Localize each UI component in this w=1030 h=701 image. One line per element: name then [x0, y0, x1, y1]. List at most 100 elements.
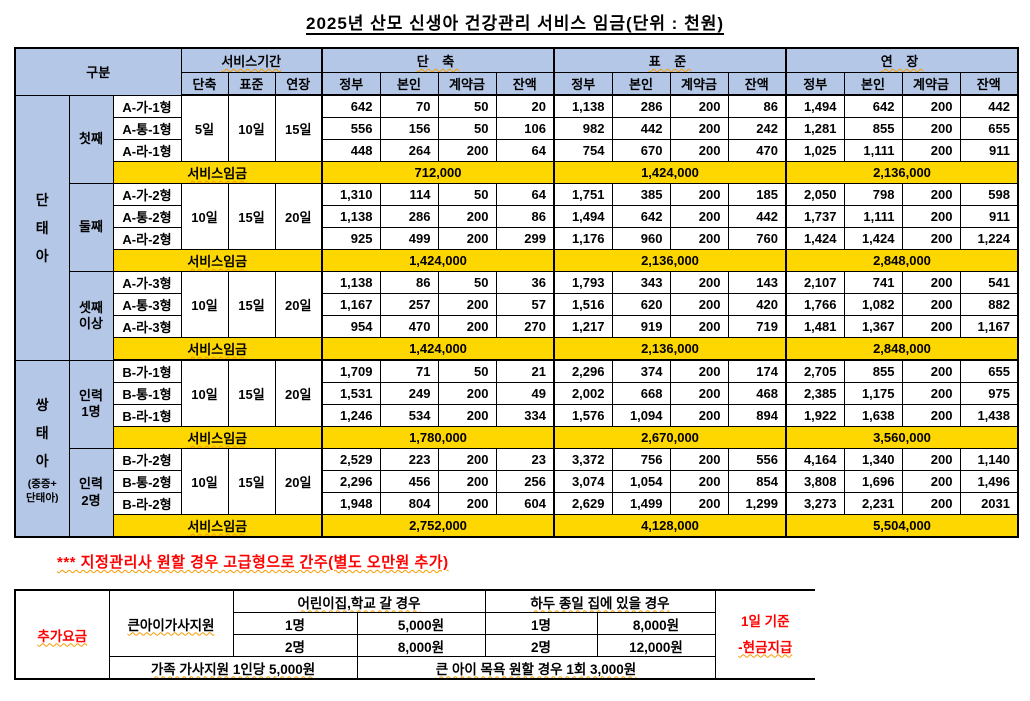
value-cell: 1,054 — [611, 470, 671, 493]
period-cell: 20일 — [274, 448, 323, 515]
value-cell: 200 — [901, 382, 961, 405]
subgroup-label: 첫째 — [68, 94, 114, 184]
value-cell: 3,074 — [553, 470, 613, 493]
value-cell: 3,273 — [785, 492, 845, 515]
type-cell: B-가-1형 — [112, 359, 182, 383]
value-cell: 21 — [495, 359, 555, 383]
value-cell: 1,246 — [321, 404, 381, 427]
service-wage-total: 2,136,000 — [785, 161, 1019, 184]
value-cell: 200 — [437, 382, 497, 405]
value-cell: 1,281 — [785, 117, 845, 140]
value-cell: 719 — [727, 315, 787, 338]
value-cell: 385 — [611, 183, 671, 206]
service-wage-total: 712,000 — [321, 161, 555, 184]
service-wage-row: 서비스임금 2,752,000 4,128,000 5,504,000 — [15, 514, 1019, 538]
subgroup-label: 셋째 이상 — [68, 271, 114, 361]
value-cell: 86 — [727, 94, 787, 118]
value-cell: 1,175 — [843, 382, 903, 405]
table-row: A-통-2형 1,138 286 200 86 1,494 642 200 442 1,737 1,… — [15, 205, 1019, 228]
value-cell: 1,709 — [321, 359, 381, 383]
value-cell: 200 — [437, 205, 497, 228]
value-cell: 960 — [611, 227, 671, 250]
value-cell: 975 — [959, 382, 1019, 405]
value-cell: 556 — [321, 117, 381, 140]
value-cell: 1,481 — [785, 315, 845, 338]
value-cell: 1,138 — [553, 94, 613, 118]
value-cell: 668 — [611, 382, 671, 405]
value-cell: 855 — [843, 117, 903, 140]
value-cell: 642 — [611, 205, 671, 228]
value-cell: 1,340 — [843, 448, 903, 471]
value-cell: 3,372 — [553, 448, 613, 471]
value-cell: 86 — [379, 271, 439, 294]
subgroup-label: 인력 2명 — [68, 448, 114, 538]
table-row: A-라-3형 954 470 200 270 1,217 919 200 719 1,481 1,3… — [15, 315, 1019, 338]
value-cell: 143 — [727, 271, 787, 294]
value-cell: 286 — [611, 94, 671, 118]
big-kid-support-label: 큰아이가사지원 — [108, 589, 234, 657]
type-cell: A-가-2형 — [112, 183, 182, 206]
value-cell: 50 — [437, 117, 497, 140]
service-wage-total: 2,136,000 — [553, 337, 787, 361]
table-row: 둘째 A-가-2형 10일 15일 20일 1,310 114 50 64 1,751 385 200… — [15, 183, 1019, 272]
col-header-extended: 연장 — [274, 72, 323, 96]
table-row: 추가요금 큰아이가사지원 어린이집,학교 갈 경우 하두 종일 집에 있을 경우… — [14, 589, 815, 680]
per-day-cash-note: 1일 기준 -현금지급 — [714, 589, 815, 680]
table-row: 가족 가사지원 1인당 5,000원 큰 아이 목욕 원할 경우 1회 3,00… — [15, 656, 815, 680]
type-cell: A-통-2형 — [112, 205, 182, 228]
value-cell: 442 — [727, 205, 787, 228]
page-title: 2025년 산모 신생아 건강관리 서비스 임금(단위 : 천원) — [305, 14, 725, 33]
value-cell: 200 — [901, 359, 961, 383]
type-cell: B-라-2형 — [112, 492, 182, 515]
col-header-self: 본인 — [843, 72, 903, 96]
type-cell: A-라-1형 — [112, 139, 182, 162]
service-wage-row: 서비스임금 1,424,000 2,136,000 2,848,000 — [15, 249, 1019, 272]
value-cell: 1,176 — [553, 227, 613, 250]
service-wage-label: 서비스임금 — [112, 514, 323, 538]
service-wage-total: 3,560,000 — [785, 426, 1019, 449]
value-cell: 242 — [727, 117, 787, 140]
service-wage-total: 1,424,000 — [321, 337, 555, 361]
service-wage-label: 서비스임금 — [112, 426, 323, 449]
value-cell: 114 — [379, 183, 439, 206]
value-cell: 286 — [379, 205, 439, 228]
value-cell: 882 — [959, 293, 1019, 316]
value-cell: 36 — [495, 271, 555, 294]
period-cell: 15일 — [227, 448, 276, 515]
value-cell: 174 — [727, 359, 787, 383]
value-cell: 1,111 — [843, 139, 903, 162]
value-cell: 200 — [669, 183, 729, 206]
value-cell: 670 — [611, 139, 671, 162]
value-cell: 1,111 — [843, 205, 903, 228]
value-cell: 200 — [669, 117, 729, 140]
type-cell: A-가-3형 — [112, 271, 182, 294]
wage-table: 구분 서비스기간 단 축 표 준 연 장 단축 표준 연장 정부 본인 계약금 … — [14, 47, 1019, 538]
type-cell: B-통-1형 — [112, 382, 182, 405]
value-cell: 925 — [321, 227, 381, 250]
value-cell: 1,424 — [785, 227, 845, 250]
value-cell: 911 — [959, 139, 1019, 162]
value-cell: 604 — [495, 492, 555, 515]
period-cell: 20일 — [274, 183, 323, 250]
fee-cell: 12,000원 — [596, 634, 716, 657]
value-cell: 1,167 — [321, 293, 381, 316]
value-cell: 50 — [437, 271, 497, 294]
value-cell: 200 — [669, 139, 729, 162]
table-row: 1명 5,000원 1명 8,000원 — [15, 612, 815, 635]
period-cell: 20일 — [274, 359, 323, 427]
value-cell: 655 — [959, 117, 1019, 140]
table-row: 2명 8,000원 2명 12,000원 — [15, 634, 815, 657]
value-cell: 1,310 — [321, 183, 381, 206]
service-wage-label: 서비스임금 — [112, 249, 323, 272]
value-cell: 1,516 — [553, 293, 613, 316]
value-cell: 760 — [727, 227, 787, 250]
col-header-deposit: 계약금 — [901, 72, 961, 96]
per-day-note-line: 1일 기준 — [740, 613, 790, 629]
value-cell: 1,494 — [785, 94, 845, 118]
value-cell: 200 — [901, 315, 961, 338]
value-cell: 442 — [959, 94, 1019, 118]
count-cell: 2명 — [232, 634, 358, 657]
col-header-self: 본인 — [611, 72, 671, 96]
count-cell: 1명 — [484, 612, 598, 635]
value-cell: 200 — [901, 293, 961, 316]
